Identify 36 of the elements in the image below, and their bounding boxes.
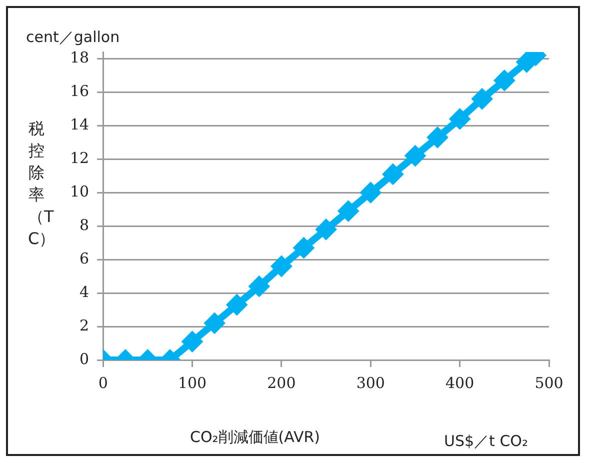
y-tick-label: 0 [80,350,90,368]
point [250,276,269,296]
y-axis-title: 税控除率（TC） [28,118,56,250]
point [494,70,514,90]
point [182,332,202,352]
text: cent／gallon [26,28,120,47]
y-tick-label: 12 [70,149,90,168]
point [450,109,470,128]
x-tick-label: 500 [534,374,564,392]
y-tick-label: 4 [80,282,90,301]
y-tick-label: 8 [80,216,90,234]
x-tick-label: 300 [356,374,385,392]
point [316,220,336,239]
point [517,52,536,72]
y-tick-label: 18 [70,48,90,67]
y-tick-label: 16 [70,82,90,100]
point [406,146,425,166]
text: US$／t CO₂ [444,432,528,451]
x-tick-label: 100 [178,374,207,392]
y-tick-label: 10 [70,182,90,200]
point [338,202,358,221]
x-tick-label: 200 [267,374,296,392]
y-tick-label: 14 [70,116,90,134]
point [383,164,402,184]
x-tick-label: 0 [98,374,108,392]
x-tick-label: 400 [445,374,474,392]
point [205,314,224,333]
point [472,89,492,108]
point [227,295,246,314]
point [294,238,314,258]
point [272,256,291,276]
point [361,183,380,202]
x-axis-title: CO₂削減価値(AVR) [190,428,320,447]
y-tick-label: 2 [80,316,90,334]
y-tick-label: 6 [80,249,90,268]
point [428,128,448,147]
